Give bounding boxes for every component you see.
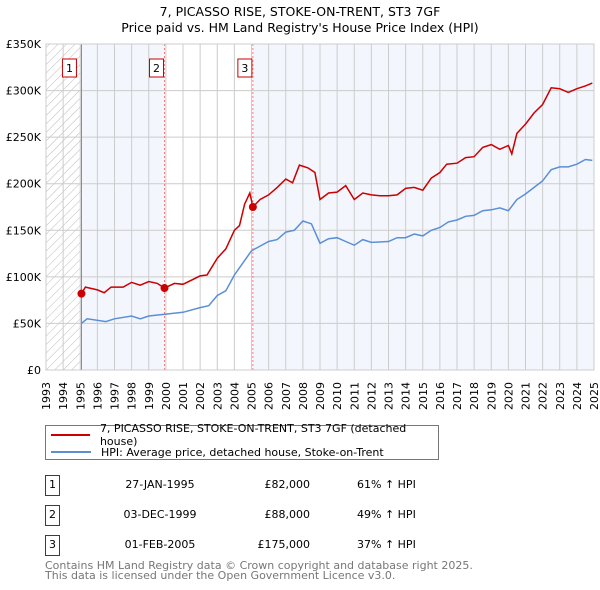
x-tick-label: 2003	[211, 382, 224, 410]
y-tick-label: £200K	[6, 178, 42, 191]
x-tick-label: 1995	[74, 382, 87, 410]
x-tick-label: 2022	[537, 382, 550, 410]
x-tick-label: 2004	[228, 382, 241, 410]
x-tick-label: 2018	[468, 382, 481, 410]
legend-label: 7, PICASSO RISE, STOKE-ON-TRENT, ST3 7GF…	[99, 422, 407, 448]
sale-date: 27-JAN-1995	[125, 478, 195, 491]
y-tick-label: £350K	[6, 38, 42, 51]
x-tick-label: 2020	[502, 382, 515, 410]
x-tick-label: 2000	[160, 382, 173, 410]
legend-item-hpi: HPI: Average price, detached house, Stok…	[51, 444, 384, 460]
sale-label-box	[149, 58, 165, 78]
footer-licence: This data is licensed under the Open Gov…	[45, 569, 396, 582]
sale-date: 03-DEC-1999	[123, 508, 197, 521]
legend-swatch-blue	[51, 451, 91, 453]
x-tick-label: 2009	[314, 382, 327, 410]
pre-data-hatched-region	[46, 44, 82, 370]
table-row: 2 03-DEC-1999 £88,000 49% ↑ HPI	[45, 505, 465, 526]
sale-label-box	[237, 58, 253, 78]
x-tick-label: 2015	[417, 382, 430, 410]
plot-frame	[45, 43, 595, 371]
hpi-line	[80, 158, 593, 324]
y-tick-label: £100K	[6, 271, 42, 284]
sale-point	[160, 284, 169, 293]
x-tick-label: 2008	[297, 382, 310, 410]
y-tick-label: £300K	[6, 85, 42, 98]
sale-point	[77, 289, 86, 298]
price-chart: 1993 1994 1995 1996 1997 1998 1999 2000 2001 2002…	[6, 38, 600, 410]
sale-label: 1	[66, 62, 73, 75]
legend-label: HPI: Average price, detached house, Stok…	[101, 445, 384, 459]
x-tick-label: 2019	[485, 382, 498, 410]
sale-number-badge: 3	[45, 535, 60, 556]
x-tick-label: 1993	[40, 382, 53, 410]
y-tick-label: £0	[27, 364, 41, 377]
x-tick-label: 2001	[177, 382, 190, 410]
sale-price: £175,000	[257, 538, 311, 551]
hpi-change: 49% ↑ HPI	[357, 508, 416, 521]
chart-title: 7, PICASSO RISE, STOKE-ON-TRENT, ST3 7GF	[159, 4, 441, 19]
table-row: 1 27-JAN-1995 £82,000 61% ↑ HPI	[45, 475, 465, 496]
x-tick-label: 2023	[554, 382, 567, 410]
footer-copyright: Contains HM Land Registry data © Crown c…	[45, 559, 473, 572]
x-tick-label: 2024	[571, 382, 584, 410]
price-paid-line	[80, 82, 593, 294]
table-row: 3 01-FEB-2005 £175,000 37% ↑ HPI	[45, 535, 465, 556]
ownership-period-shading	[252, 44, 594, 370]
x-tick-label: 1999	[143, 382, 156, 410]
legend-swatch-red	[51, 434, 90, 436]
x-tick-label: 1994	[57, 382, 70, 410]
x-tick-label: 2025	[588, 382, 600, 410]
hpi-change: 37% ↑ HPI	[357, 538, 416, 551]
legend: 7, PICASSO RISE, STOKE-ON-TRENT, ST3 7GF…	[45, 422, 439, 460]
sale-label: 3	[241, 62, 248, 75]
x-tick-label: 2002	[194, 382, 207, 410]
ownership-period-shading	[81, 44, 165, 370]
x-tick-label: 1997	[109, 382, 122, 410]
sale-number-badge: 1	[45, 475, 60, 496]
x-tick-label: 1998	[126, 382, 139, 410]
y-tick-label: £50K	[13, 317, 42, 330]
x-tick-label: 2010	[331, 382, 344, 410]
sale-number-badge: 2	[45, 505, 60, 526]
x-tick-label: 2012	[365, 382, 378, 410]
x-tick-label: 1996	[91, 382, 104, 410]
x-tick-label: 2007	[280, 382, 293, 410]
legend-item-property: 7, PICASSO RISE, STOKE-ON-TRENT, ST3 7GF…	[51, 422, 438, 448]
x-tick-label: 2016	[434, 382, 447, 410]
x-tick-label: 2021	[520, 382, 533, 410]
x-tick-label: 2006	[263, 382, 276, 410]
x-tick-label: 2014	[400, 382, 413, 410]
x-tick-label: 2017	[451, 382, 464, 410]
y-tick-label: £250K	[6, 131, 42, 144]
sale-price: £82,000	[264, 478, 311, 491]
sale-label: 2	[153, 62, 160, 75]
x-tick-label: 2013	[383, 382, 396, 410]
chart-subtitle: Price paid vs. HM Land Registry's House …	[121, 20, 479, 35]
sale-price: £88,000	[264, 508, 311, 521]
x-tick-label: 2011	[348, 382, 361, 410]
sale-date: 01-FEB-2005	[124, 538, 196, 551]
y-tick-label: £150K	[6, 224, 42, 237]
sale-point	[248, 203, 257, 211]
x-tick-label: 2005	[246, 382, 259, 410]
sale-label-box	[61, 58, 77, 78]
hpi-change: 61% ↑ HPI	[357, 478, 416, 491]
